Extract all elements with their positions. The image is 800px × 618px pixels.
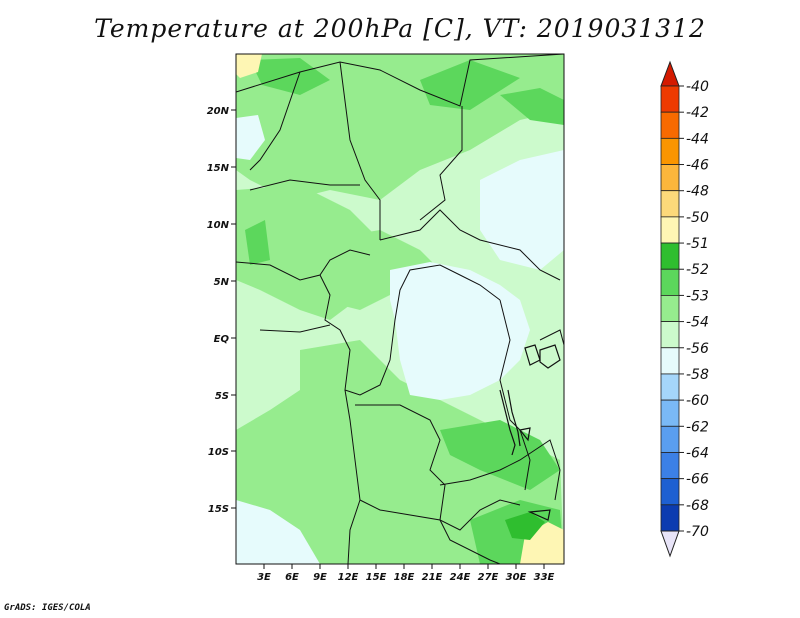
field-region-darker-4 xyxy=(440,420,560,490)
grads-credit: GrADS: IGES/COLA xyxy=(4,603,91,613)
colorbar-label-10: -56 xyxy=(686,341,709,357)
colorbar-box-7 xyxy=(660,268,680,296)
field-region-darker-1 xyxy=(250,58,330,95)
colorbar-label-2: -44 xyxy=(686,131,709,147)
lakes xyxy=(499,344,561,521)
colorbar-box-12 xyxy=(660,399,680,427)
colorbar: -40 -42 -44 -46 -48 -50 -51 -52 -53 -54 -56 -58 -60 -… xyxy=(660,60,709,558)
colorbar-labels: -40 -42 -44 -46 -48 -50 -51 -52 -53 -54 -56 -58 -60 -… xyxy=(679,79,709,540)
colorbar-box-3 xyxy=(660,164,680,192)
colorbar-label-6: -51 xyxy=(686,236,709,252)
colorbar-box-16 xyxy=(660,504,680,532)
colorbar-label-3: -46 xyxy=(686,158,709,174)
lon-label-6: 21E xyxy=(422,572,443,583)
colorbar-box-13 xyxy=(660,425,680,453)
lon-label-3: 12E xyxy=(338,572,359,583)
colorbar-box-11 xyxy=(660,373,680,401)
colorbar-box-2 xyxy=(660,137,680,165)
field-region-cold-northeast xyxy=(480,150,564,270)
colorbar-label-1: -42 xyxy=(686,105,709,121)
field-region-darker-3 xyxy=(500,88,564,125)
colorbar-bottom-arrow xyxy=(660,530,680,558)
colorbar-label-12: -60 xyxy=(686,393,709,409)
colorbar-label-5: -50 xyxy=(686,210,709,226)
lon-label-8: 27E xyxy=(478,572,499,583)
colorbar-label-4: -48 xyxy=(686,184,709,200)
field-region-darker-2 xyxy=(420,60,520,110)
lon-label-2: 9E xyxy=(313,572,327,583)
colorbar-label-8: -53 xyxy=(686,288,709,304)
lon-label-4: 15E xyxy=(366,572,387,583)
colorbar-boxes xyxy=(660,85,680,532)
lat-label-3: 5N xyxy=(214,277,230,288)
colorbar-box-5 xyxy=(660,216,680,244)
colorbar-box-8 xyxy=(660,295,680,322)
colorbar-label-13: -62 xyxy=(686,419,709,435)
lon-axis: 3E 6E 9E 12E 15E 18E 21E 24E 27E 30E 33E xyxy=(257,564,555,583)
colorbar-label-17: -70 xyxy=(686,524,709,540)
field-region-darker-6 xyxy=(245,220,270,265)
colorbar-box-1 xyxy=(660,111,680,139)
lat-label-2: 10N xyxy=(207,220,230,231)
lat-label-1: 15N xyxy=(207,163,230,174)
colorbar-box-14 xyxy=(660,452,680,480)
field-region-warm-nw xyxy=(236,54,262,78)
lat-label-6: 10S xyxy=(208,447,229,458)
field-region-cold-southwest xyxy=(236,500,320,564)
colorbar-box-4 xyxy=(660,190,680,218)
colorbar-box-6 xyxy=(660,242,680,270)
lon-label-9: 30E xyxy=(506,572,527,583)
colorbar-box-15 xyxy=(660,478,680,506)
lat-label-4: EQ xyxy=(214,334,230,345)
colorbar-label-14: -64 xyxy=(686,445,709,461)
lat-axis: 20N 15N 10N 5N EQ 5S 10S 15S xyxy=(207,106,236,515)
lon-label-1: 6E xyxy=(285,572,299,583)
map-frame xyxy=(235,53,565,565)
lon-label-10: 33E xyxy=(534,572,555,583)
country-borders xyxy=(236,54,564,564)
lat-label-5: 5S xyxy=(215,391,229,402)
colorbar-label-15: -66 xyxy=(686,472,709,488)
lat-label-7: 15S xyxy=(208,504,229,515)
colorbar-box-0 xyxy=(660,85,680,113)
colorbar-box-10 xyxy=(660,347,680,375)
colorbar-label-7: -52 xyxy=(686,262,709,278)
field-region-green-se xyxy=(505,512,545,540)
map-plot-area xyxy=(236,54,564,564)
colorbar-top-arrow xyxy=(660,60,680,87)
colorbar-box-9 xyxy=(660,321,680,349)
colorbar-label-9: -54 xyxy=(686,315,709,331)
lon-label-0: 3E xyxy=(257,572,271,583)
lon-label-5: 18E xyxy=(394,572,415,583)
lat-label-0: 20N xyxy=(207,106,230,117)
field-region-strong-south xyxy=(236,340,564,564)
colorbar-label-0: -40 xyxy=(686,79,709,95)
field-region-cold-west xyxy=(236,115,265,160)
lon-label-7: 24E xyxy=(450,572,471,583)
chart-title: Temperature at 200hPa [C], VT: 201903131… xyxy=(94,14,706,43)
colorbar-label-11: -58 xyxy=(686,367,709,383)
colorbar-label-16: -68 xyxy=(686,498,709,514)
